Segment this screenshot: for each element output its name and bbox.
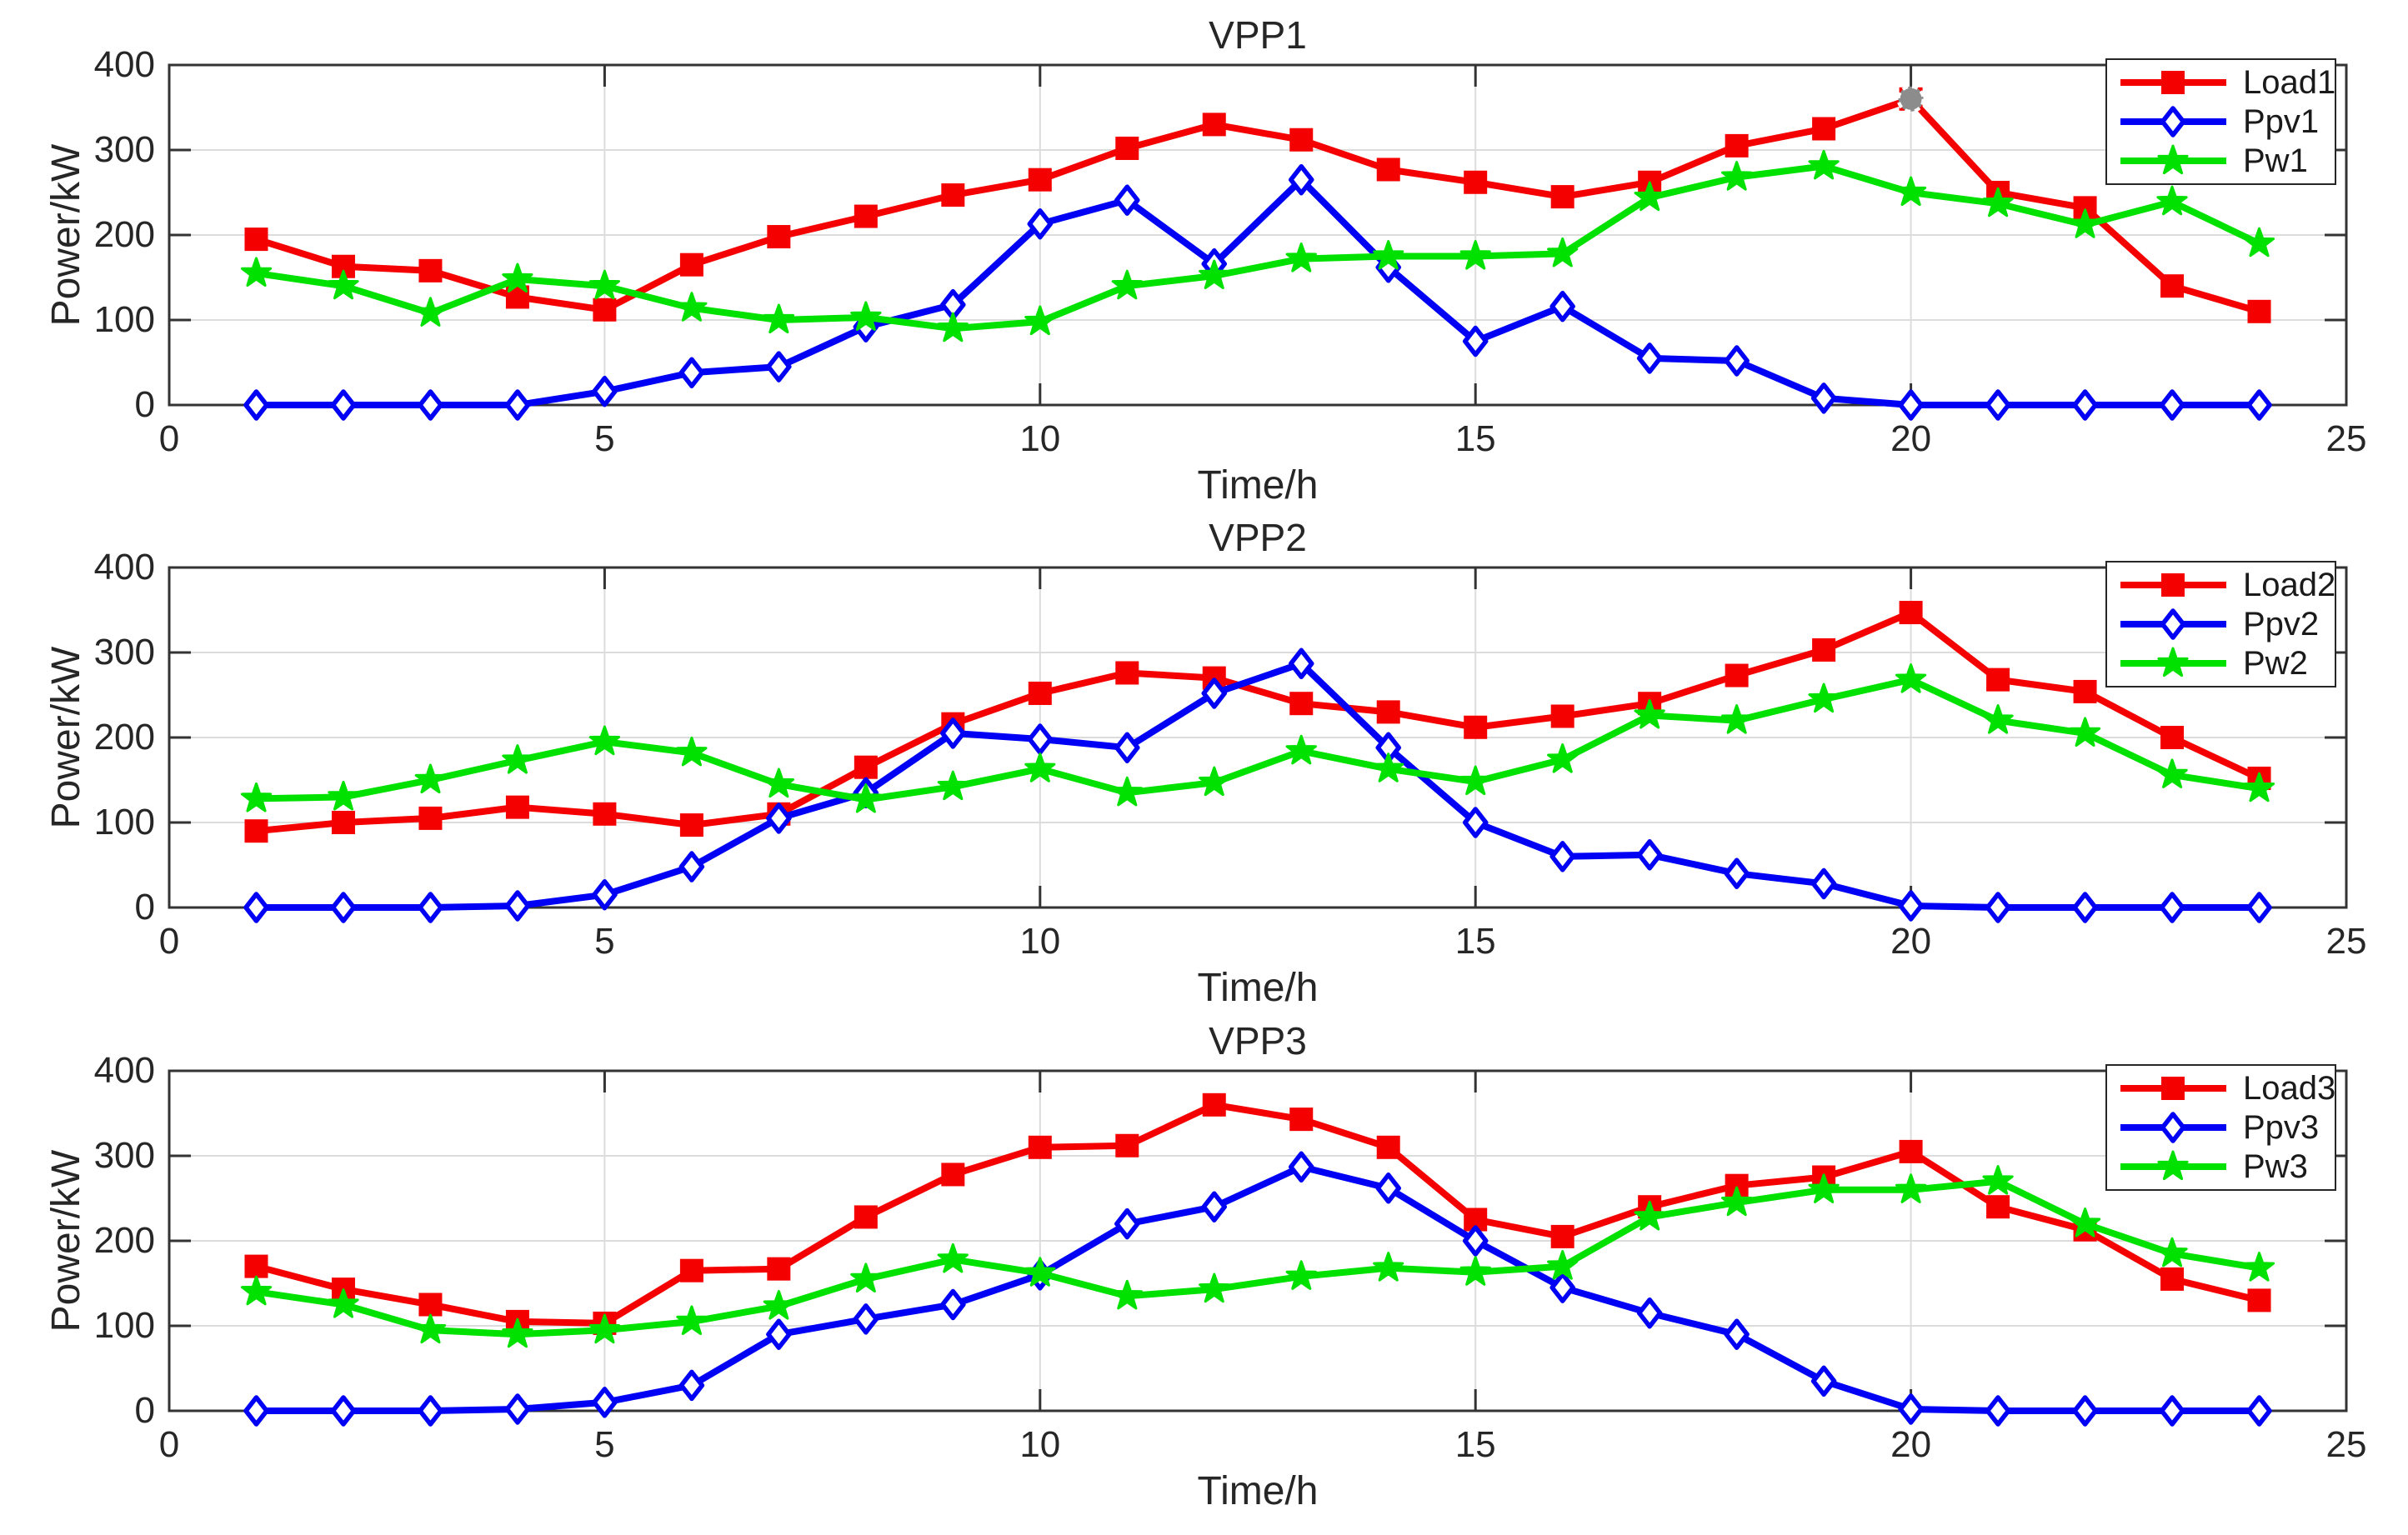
subplot-3-plot (168, 1069, 2348, 1427)
subplot-2-plot (168, 566, 2348, 923)
legend-label-pw1: Pw1 (2243, 142, 2308, 179)
subplot-3-x-axis-label: Time/h (1197, 1469, 1319, 1513)
subplot-1-title: VPP1 (1209, 13, 1307, 57)
legend-label-ppv1: Ppv1 (2243, 102, 2320, 140)
y-tick-label: 0 (134, 887, 155, 928)
x-tick-label: 15 (1454, 921, 1496, 962)
x-tick-label: 20 (1890, 1424, 1932, 1465)
subplot-1-plot (168, 63, 2348, 421)
subplot-2-title: VPP2 (1209, 516, 1307, 559)
x-tick-label: 25 (2325, 921, 2367, 962)
subplot-3-legend: Load3 Ppv3 Pw3 (2105, 1064, 2336, 1191)
y-tick-label: 400 (93, 44, 155, 85)
load1-line-marker-icon (2120, 71, 2226, 95)
x-tick-label: 10 (1019, 1424, 1061, 1465)
y-tick-label: 300 (93, 1135, 155, 1176)
legend-label-pw2: Pw2 (2243, 644, 2308, 682)
legend-item-ppv3: Ppv3 (2117, 1109, 2330, 1146)
y-tick-label: 200 (93, 214, 155, 255)
legend-item-load2: Load2 (2117, 567, 2335, 603)
x-tick-label: 0 (158, 1424, 180, 1465)
pw1-line-marker-icon (2120, 144, 2226, 174)
x-tick-label: 5 (594, 418, 615, 459)
y-tick-label: 200 (93, 1220, 155, 1261)
subplot-3-title: VPP3 (1209, 1019, 1307, 1062)
subplot-1-legend: Load1 Ppv1 Pw1 (2105, 58, 2336, 185)
legend-label-ppv2: Ppv2 (2243, 605, 2320, 642)
x-tick-label: 25 (2325, 418, 2367, 459)
x-tick-label: 25 (2325, 1424, 2367, 1465)
x-tick-label: 5 (594, 921, 615, 962)
ppv1-line-marker-icon (2120, 106, 2226, 138)
legend-item-pw1: Pw1 (2117, 142, 2330, 179)
legend-item-pw2: Pw2 (2117, 645, 2330, 682)
x-tick-label: 20 (1890, 418, 1932, 459)
y-tick-label: 200 (93, 717, 155, 758)
pw2-line-marker-icon (2120, 647, 2226, 677)
y-tick-label: 400 (93, 1050, 155, 1091)
x-tick-label: 0 (158, 418, 180, 459)
legend-item-ppv2: Ppv2 (2117, 606, 2330, 642)
y-tick-label: 100 (93, 299, 155, 340)
legend-label-ppv3: Ppv3 (2243, 1108, 2320, 1146)
y-tick-label: 100 (93, 802, 155, 842)
x-tick-label: 15 (1454, 1424, 1496, 1465)
pw3-line-marker-icon (2120, 1150, 2226, 1180)
legend-label-load1: Load1 (2243, 64, 2336, 102)
legend-item-load1: Load1 (2117, 64, 2335, 101)
x-tick-label: 10 (1019, 418, 1061, 459)
subplot-1-x-axis-label: Time/h (1197, 463, 1319, 508)
load3-line-marker-icon (2120, 1077, 2226, 1101)
y-tick-label: 400 (93, 547, 155, 588)
x-tick-label: 5 (594, 1424, 615, 1465)
ppv3-line-marker-icon (2120, 1112, 2226, 1143)
legend-label-load3: Load3 (2243, 1070, 2336, 1108)
subplot-2-x-axis-label: Time/h (1197, 966, 1319, 1010)
legend-item-pw3: Pw3 (2117, 1148, 2330, 1185)
y-tick-label: 0 (134, 1390, 155, 1431)
ppv2-line-marker-icon (2120, 608, 2226, 640)
legend-label-pw3: Pw3 (2243, 1148, 2308, 1185)
y-tick-label: 300 (93, 129, 155, 170)
subplot-2-legend: Load2 Ppv2 Pw2 (2105, 561, 2336, 688)
x-tick-label: 0 (158, 921, 180, 962)
x-tick-label: 15 (1454, 418, 1496, 459)
y-tick-label: 100 (93, 1305, 155, 1346)
legend-item-load3: Load3 (2117, 1070, 2335, 1107)
legend-label-load2: Load2 (2243, 567, 2336, 604)
y-tick-label: 300 (93, 632, 155, 672)
y-tick-label: 0 (134, 384, 155, 425)
legend-item-ppv1: Ppv1 (2117, 103, 2330, 140)
load2-line-marker-icon (2120, 573, 2226, 598)
x-tick-label: 20 (1890, 921, 1932, 962)
x-tick-label: 10 (1019, 921, 1061, 962)
